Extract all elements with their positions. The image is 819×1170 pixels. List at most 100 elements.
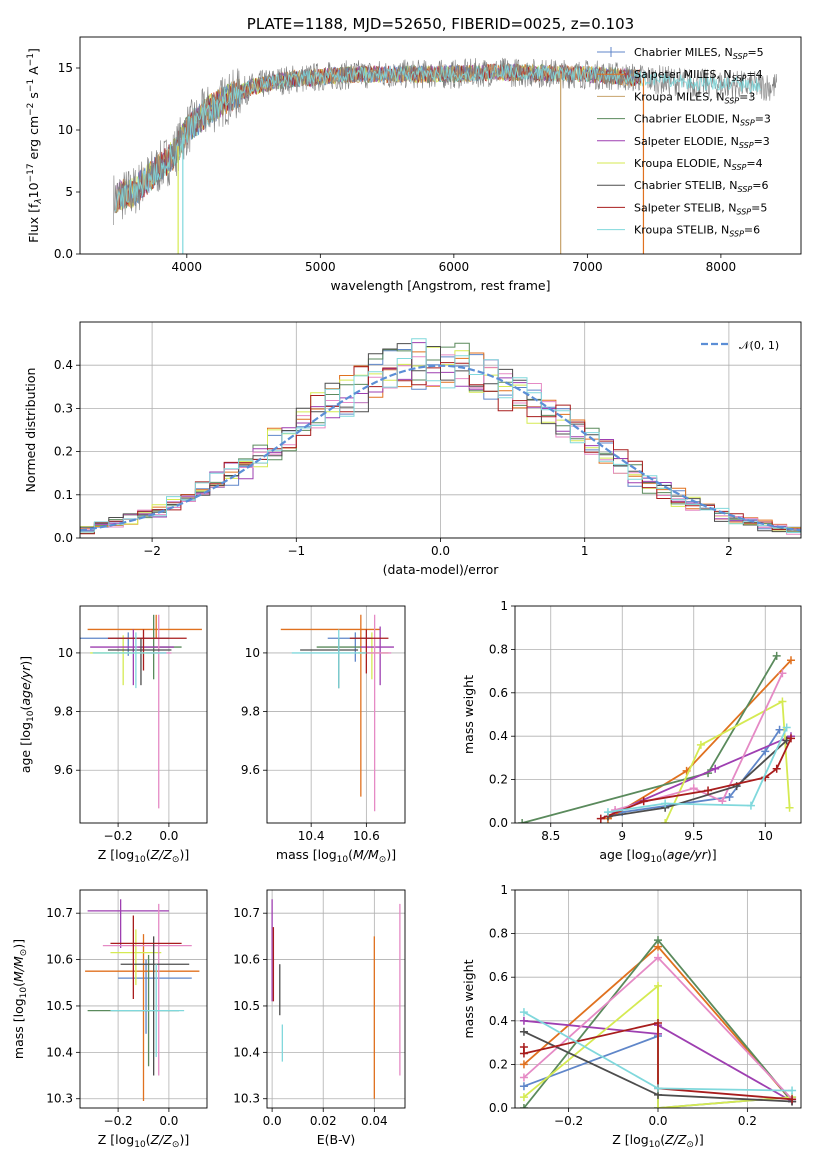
y-tick-label: 5 xyxy=(65,185,73,199)
plot-area xyxy=(267,890,405,1108)
spectrum-model-line xyxy=(115,63,642,214)
legend-tail: =3 xyxy=(755,113,771,126)
label-part: Z/Z xyxy=(150,1132,173,1147)
y-tick-label: 0.2 xyxy=(489,773,508,787)
label-part: Z [log xyxy=(98,1132,134,1147)
weight-point-marker xyxy=(711,764,720,773)
y-tick-label: 9.6 xyxy=(241,763,260,777)
legend-label: Chabrier STELIB, NSSP=6 xyxy=(634,179,768,194)
label-part: ( xyxy=(146,847,151,862)
label-part: )] xyxy=(386,847,396,862)
y-tick-label: 0.6 xyxy=(489,970,508,984)
label-part: age [log xyxy=(599,847,650,862)
weight-series-line xyxy=(664,700,791,823)
x-tick-label: 9.5 xyxy=(684,829,703,843)
axes-frame xyxy=(79,889,208,1109)
label-part: 10 xyxy=(337,855,349,865)
y-tick-label: 10 xyxy=(58,646,73,660)
legend-text: Chabrier MILES, N xyxy=(634,46,733,59)
legend-sub: SSP xyxy=(732,163,747,172)
x-tick-label: 0.02 xyxy=(310,1114,337,1128)
label-part: −17 xyxy=(26,163,36,182)
label-part: age/yr xyxy=(667,847,708,862)
label-part: 10 xyxy=(19,987,29,999)
weight-point-marker xyxy=(654,936,662,945)
spectrum-model-line xyxy=(114,64,762,212)
weight-point-marker xyxy=(519,1008,528,1017)
label-part: ( xyxy=(146,1132,151,1147)
x-tick-label: 9 xyxy=(618,829,626,843)
y-tick-label: 0.4 xyxy=(54,358,73,372)
y-tick-label: 0.6 xyxy=(489,686,508,700)
legend-tail: =3 xyxy=(754,135,770,148)
label-part: Z [log xyxy=(98,847,134,862)
label-part: 10 xyxy=(26,710,36,722)
y-tick-label: 0.1 xyxy=(54,488,73,502)
y-axis-label: Flux [fλ10−17 erg cm−2 s−1 A−1] xyxy=(26,48,44,243)
x-axis-label: Z [log10(Z/Z⊙)] xyxy=(612,1132,703,1150)
legend-sub: SSP xyxy=(732,74,747,83)
x-tick-label: 0.0 xyxy=(159,1114,178,1128)
panel-residuals: −2 −1 0.0 1 2 0.0 0.1 0.2 0.3 0.4 (data-model)/err… xyxy=(23,321,802,577)
y-tick-label: 1 xyxy=(500,883,508,897)
weight-point-marker xyxy=(661,819,670,823)
legend-tail: =5 xyxy=(747,46,763,59)
axes-frame xyxy=(79,605,208,824)
legend-text: Kroupa MILES, N xyxy=(634,90,724,103)
x-axis-label: wavelength [Angstrom, rest frame] xyxy=(330,278,550,293)
legend-label: Salpeter STELIB, NSSP=5 xyxy=(634,201,767,216)
weight-point-marker xyxy=(785,803,794,812)
plot-area xyxy=(515,606,801,823)
legend-text: Chabrier ELODIE, N xyxy=(634,113,740,126)
weight-point-marker xyxy=(639,797,648,806)
x-tick-label: −0.2 xyxy=(554,1114,583,1128)
legend-label: Salpeter MILES, NSSP=4 xyxy=(634,68,763,83)
legend-text: Salpeter STELIB, N xyxy=(634,201,736,214)
weight-point-marker xyxy=(718,797,727,806)
legend-tail: =3 xyxy=(739,90,755,103)
axes-frame xyxy=(266,605,406,824)
x-tick-label: 4000 xyxy=(172,260,203,274)
x-axis-label: (data-model)/error xyxy=(383,562,500,577)
y-tick-label: 10 xyxy=(245,646,260,660)
legend-label: Kroupa ELODIE, NSSP=4 xyxy=(634,157,763,172)
y-tick-label: 1 xyxy=(500,599,508,613)
label-part: ⊙ xyxy=(19,949,29,957)
y-tick-label: 0.2 xyxy=(489,1057,508,1071)
weight-point-marker xyxy=(772,764,781,773)
label-part: )] xyxy=(18,656,33,666)
x-axis-label: Z [log10(Z/Z⊙)] xyxy=(98,847,189,865)
legend-label: Kroupa STELIB, NSSP=6 xyxy=(634,224,760,239)
legend: 𝒩(0, 1) xyxy=(701,339,779,352)
weight-point-marker xyxy=(654,953,662,962)
x-axis-label: mass [log10(M/M⊙)] xyxy=(276,847,396,865)
weight-point-marker xyxy=(654,1104,662,1108)
label-part: λ xyxy=(34,198,44,204)
label-part: )] xyxy=(179,1132,189,1147)
weight-point-marker xyxy=(704,786,713,795)
label-part: Z [log xyxy=(612,1132,648,1147)
legend-sub: SSP xyxy=(733,52,748,61)
weight-point-marker xyxy=(746,801,755,810)
y-tick-label: 0.3 xyxy=(54,401,73,415)
weight-series-line xyxy=(607,659,792,820)
weight-point-marker xyxy=(654,981,662,990)
legend-tail: =6 xyxy=(752,179,768,192)
x-tick-label: 0.0 xyxy=(431,544,450,558)
legend-tail: =6 xyxy=(744,224,760,237)
weight-series-line xyxy=(607,739,788,818)
weight-point-marker xyxy=(761,747,770,756)
y-tick-label: 10.7 xyxy=(46,906,73,920)
label-part: ⊙ xyxy=(172,855,180,865)
label-part: s xyxy=(26,92,41,103)
spectrum-model-line xyxy=(115,63,642,214)
weight-series-line xyxy=(614,672,784,811)
y-tick-label: 10.3 xyxy=(46,1092,73,1106)
axes-frame xyxy=(266,889,406,1109)
legend-sub: SSP xyxy=(736,207,751,216)
weight-point-marker xyxy=(519,1073,528,1082)
label-part: ( xyxy=(348,847,353,862)
weight-point-marker xyxy=(725,792,734,801)
weight-point-marker xyxy=(778,669,787,678)
